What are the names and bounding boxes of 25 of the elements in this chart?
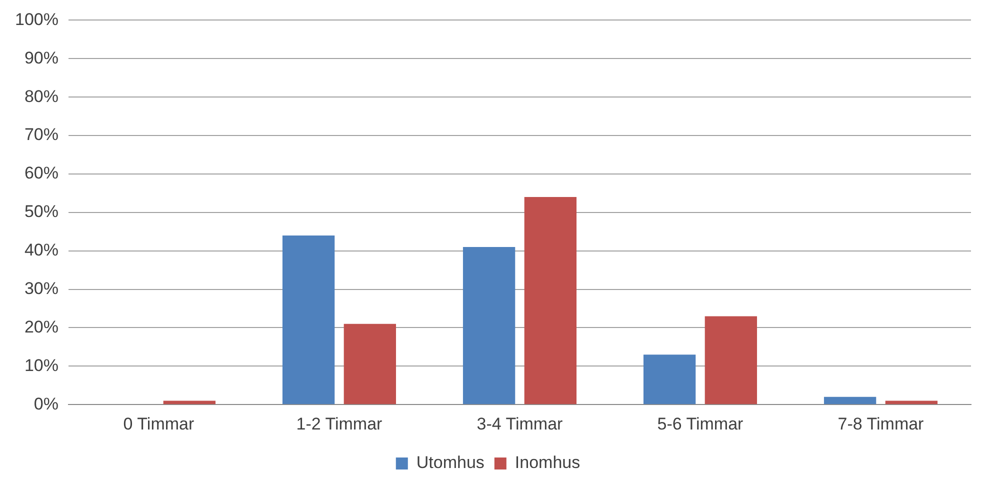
y-tick-label: 80% — [24, 86, 58, 106]
y-tick-label: 0% — [34, 394, 58, 414]
bar — [704, 316, 758, 404]
y-tick-label: 40% — [24, 240, 58, 260]
bar — [462, 246, 516, 404]
y-tick-label: 60% — [24, 164, 58, 183]
bar — [524, 197, 577, 404]
bar — [344, 324, 396, 404]
y-tick-label: 90% — [24, 48, 58, 68]
legend-label: Inomhus — [514, 453, 580, 472]
y-tick-label: 50% — [24, 202, 58, 222]
x-tick-label: 7-8 Timmar — [838, 414, 924, 434]
bar — [824, 396, 876, 404]
x-tick-label: 5-6 Timmar — [657, 414, 744, 434]
y-tick-label: 30% — [24, 278, 58, 298]
bar — [643, 354, 696, 404]
x-tick-label: 3-4 Timmar — [476, 414, 564, 434]
legend-label: Utomhus — [416, 453, 484, 472]
y-tick-label: 10% — [24, 356, 58, 375]
y-tick-label: 70% — [24, 125, 58, 144]
bar — [282, 235, 335, 404]
x-tick-label: 0 Timmar — [123, 414, 194, 434]
y-tick-label: 100% — [14, 10, 58, 29]
x-tick-label: 1-2 Timmar — [296, 414, 383, 434]
y-tick-label: 20% — [24, 317, 58, 336]
